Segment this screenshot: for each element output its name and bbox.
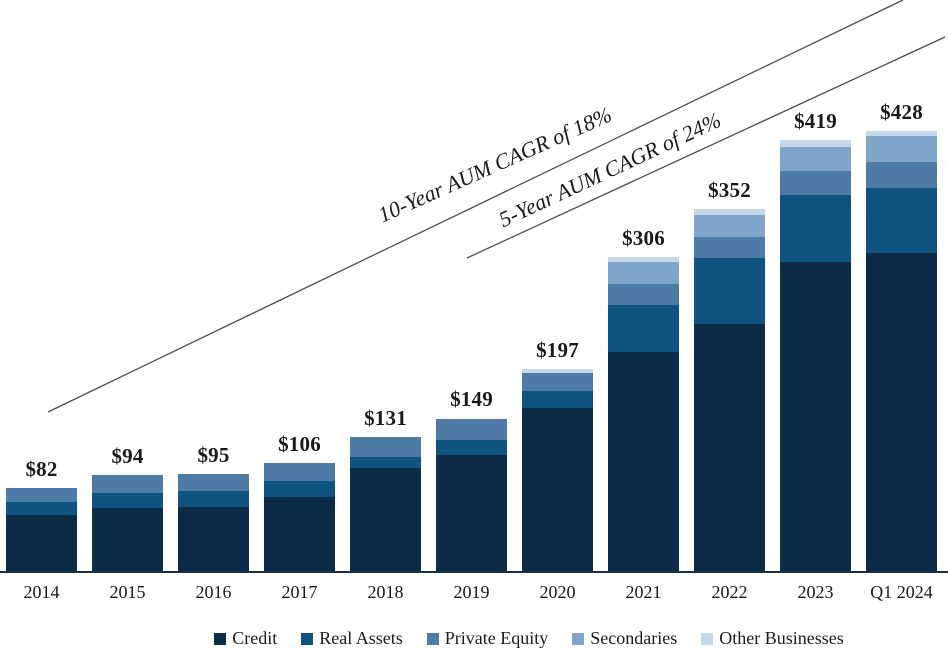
x-axis-label-2017: 2017	[281, 582, 318, 602]
five-year-cagr-line	[466, 36, 946, 259]
bar-segment-credit	[694, 323, 765, 572]
bar-segment-secondaries	[866, 136, 937, 162]
legend-swatch-credit	[214, 632, 227, 645]
legend-swatch-other-businesses	[701, 632, 714, 645]
bar-2019	[436, 418, 507, 572]
bar-segment-private-equity	[6, 487, 77, 502]
legend-label-secondaries: Secondaries	[590, 628, 678, 648]
legend-label-credit: Credit	[232, 628, 278, 648]
bar-segment-private-equity	[264, 462, 335, 482]
legend-item-credit: Credit	[214, 628, 277, 649]
bar-2018	[350, 437, 421, 572]
bar-total-label-2021: $306	[622, 225, 665, 250]
bar-segment-real-assets	[264, 481, 335, 497]
bar-segment-credit	[866, 252, 937, 572]
bar-total-label-2015: $94	[111, 444, 144, 469]
bar-total-label-2016: $95	[197, 443, 230, 468]
bar-segment-real-assets	[780, 194, 851, 262]
bar-segment-credit	[608, 351, 679, 572]
bar-segment-credit	[436, 454, 507, 572]
legend-item-secondaries: Secondaries	[572, 628, 677, 649]
bar-segment-real-assets	[522, 390, 593, 409]
x-axis-label-2021: 2021	[625, 582, 662, 602]
bar-segment-private-equity	[694, 237, 765, 258]
bar-segment-credit	[6, 515, 77, 572]
x-axis-label-2023: 2023	[797, 582, 834, 602]
bar-segment-private-equity	[522, 373, 593, 391]
bar-segment-other-businesses	[608, 256, 679, 262]
ten-year-cagr-line	[47, 0, 904, 413]
bar-2022	[694, 209, 765, 572]
bar-segment-credit	[350, 467, 421, 572]
bar-total-label-2023: $419	[794, 109, 837, 134]
bar-2020	[522, 369, 593, 572]
bar-segment-real-assets	[436, 440, 507, 455]
legend-label-other-businesses: Other Businesses	[719, 628, 844, 648]
bar-segment-real-assets	[608, 305, 679, 352]
bar-segment-private-equity	[350, 437, 421, 457]
x-axis-label-2020: 2020	[539, 582, 576, 602]
legend-swatch-real-assets	[301, 632, 314, 645]
x-axis-line	[0, 571, 948, 573]
bar-total-label-2022: $352	[708, 178, 751, 203]
legend-label-private-equity: Private Equity	[444, 628, 549, 648]
bar-total-label-q1-2024: $428	[880, 100, 923, 125]
bar-segment-private-equity	[92, 475, 163, 493]
x-axis-label-2015: 2015	[109, 582, 146, 602]
bar-total-label-2019: $149	[450, 387, 493, 412]
x-axis-label-q1-2024: Q1 2024	[870, 582, 933, 602]
bar-total-label-2017: $106	[278, 431, 321, 456]
bar-segment-real-assets	[92, 492, 163, 509]
bar-segment-credit	[92, 508, 163, 572]
bar-segment-real-assets	[866, 187, 937, 253]
legend-swatch-private-equity	[426, 632, 439, 645]
chart-legend: Credit Real Assets Private Equity Secondari…	[0, 628, 948, 649]
bar-total-label-2020: $197	[536, 338, 579, 363]
bar-total-label-2014: $82	[25, 456, 58, 481]
bar-2021	[608, 256, 679, 572]
bar-segment-credit	[780, 261, 851, 572]
bar-segment-other-businesses	[780, 140, 851, 147]
bar-segment-real-assets	[694, 257, 765, 324]
bar-segment-real-assets	[178, 490, 249, 508]
bar-segment-private-equity	[866, 161, 937, 188]
x-axis-label-2018: 2018	[367, 582, 404, 602]
legend-label-real-assets: Real Assets	[319, 628, 403, 648]
bar-segment-secondaries	[608, 261, 679, 284]
x-axis-label-2014: 2014	[23, 582, 60, 602]
bar-segment-other-businesses	[694, 209, 765, 215]
bar-segment-credit	[178, 507, 249, 572]
bar-segment-other-businesses	[522, 369, 593, 374]
bar-2023	[780, 140, 851, 572]
legend-swatch-secondaries	[572, 632, 585, 645]
bar-segment-private-equity	[608, 283, 679, 306]
x-axis-label-2019: 2019	[453, 582, 490, 602]
bar-segment-real-assets	[6, 501, 77, 516]
x-axis-label-2016: 2016	[195, 582, 232, 602]
bar-segment-secondaries	[780, 146, 851, 172]
bar-segment-private-equity	[178, 474, 249, 491]
bar-2015	[92, 475, 163, 572]
bar-segment-credit	[522, 408, 593, 572]
bar-segment-private-equity	[780, 171, 851, 195]
bar-2014	[6, 487, 77, 572]
bar-2016	[178, 474, 249, 572]
legend-item-other-businesses: Other Businesses	[701, 628, 844, 649]
bar-q1-2024	[866, 130, 937, 572]
bar-segment-credit	[264, 496, 335, 572]
bar-segment-secondaries	[694, 214, 765, 238]
x-axis-label-2022: 2022	[711, 582, 748, 602]
bar-2017	[264, 462, 335, 572]
bar-segment-other-businesses	[866, 130, 937, 137]
bar-total-label-2018: $131	[364, 406, 407, 431]
legend-item-real-assets: Real Assets	[301, 628, 403, 649]
bar-segment-real-assets	[350, 456, 421, 468]
bar-segment-private-equity	[436, 418, 507, 441]
legend-item-private-equity: Private Equity	[426, 628, 549, 649]
